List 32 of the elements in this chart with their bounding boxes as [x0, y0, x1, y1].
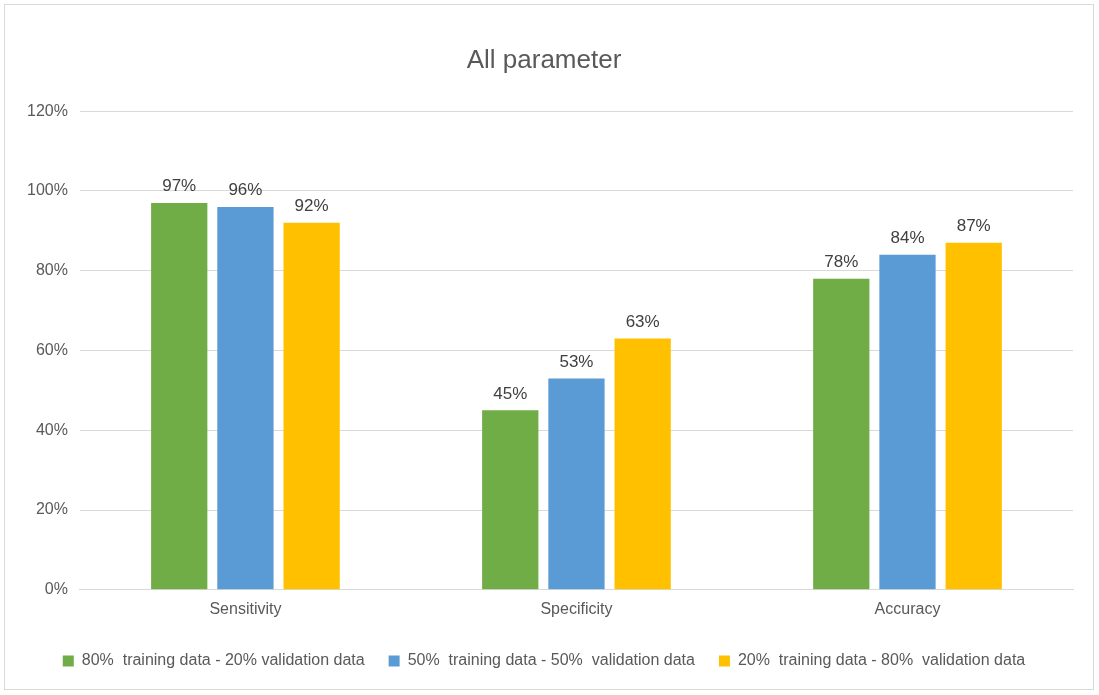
- data-label: 96%: [228, 180, 263, 200]
- bar: [813, 278, 870, 590]
- data-label: 53%: [559, 351, 594, 371]
- y-tick-label: 40%: [35, 420, 68, 438]
- bar: [945, 242, 1002, 590]
- y-tick-label: 120%: [27, 101, 68, 119]
- y-tick-label: 60%: [35, 340, 68, 358]
- data-label: 78%: [824, 251, 859, 271]
- y-tick-label: 20%: [35, 500, 68, 518]
- y-tick-label: 100%: [27, 181, 68, 199]
- y-tick-label: 80%: [35, 261, 68, 279]
- data-label: 92%: [294, 196, 329, 216]
- data-label: 63%: [625, 311, 660, 331]
- legend-label: 50% training data - 50% validation data: [407, 651, 696, 669]
- bar: [151, 202, 208, 590]
- legend-label: 20% training data - 80% validation data: [737, 651, 1026, 669]
- data-label: 97%: [162, 176, 197, 196]
- bar: [879, 254, 936, 590]
- bar: [548, 378, 605, 590]
- bar: [217, 206, 274, 590]
- x-tick-label: Sensitivity: [209, 599, 282, 617]
- data-label: 45%: [493, 383, 528, 403]
- bar: [482, 410, 539, 590]
- bar: [283, 222, 340, 590]
- bar: [614, 338, 671, 590]
- x-tick-label: Accuracy: [874, 599, 941, 617]
- x-tick-label: Specificity: [540, 599, 613, 617]
- chart-title: All parameter: [466, 43, 622, 74]
- legend-label: 80% training data - 20% validation data: [81, 651, 365, 669]
- y-tick-label: 0%: [44, 580, 68, 598]
- data-label: 84%: [890, 227, 925, 247]
- data-label: 87%: [956, 216, 991, 235]
